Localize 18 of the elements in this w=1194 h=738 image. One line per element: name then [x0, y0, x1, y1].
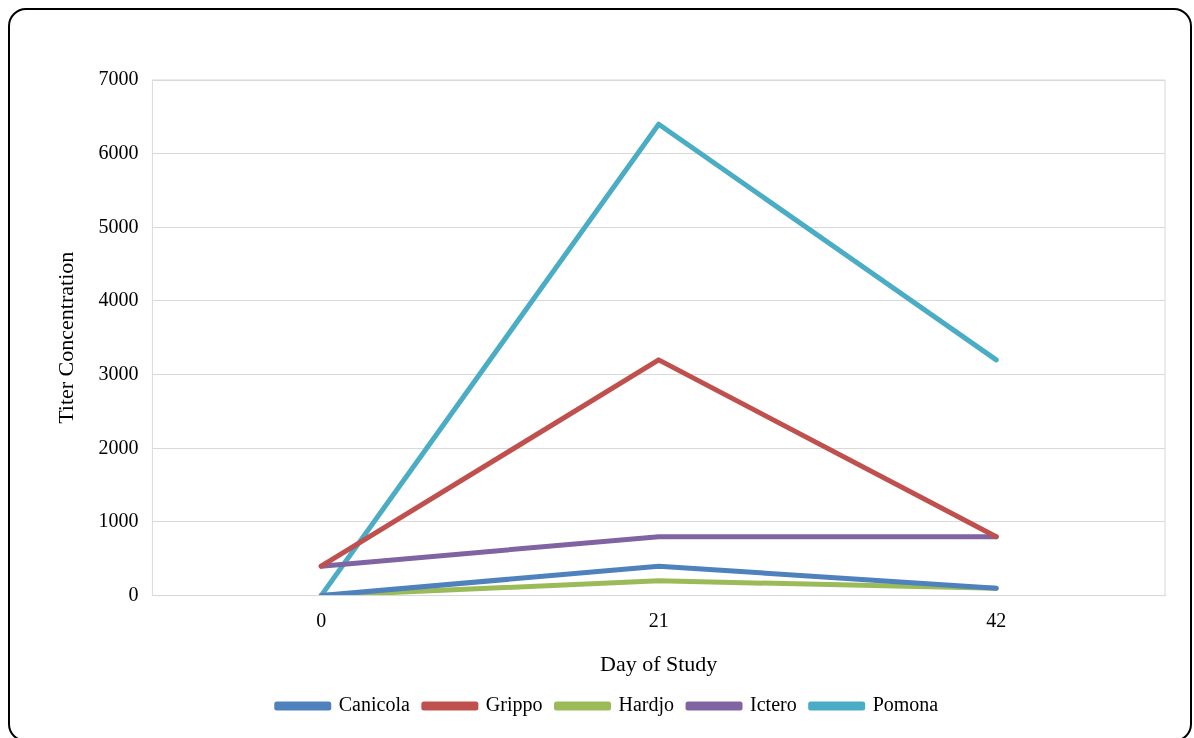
y-tick-label: 3000 — [98, 361, 139, 384]
x-tick-label: 42 — [986, 608, 1007, 631]
y-tick-label: 2000 — [98, 435, 139, 458]
y-tick-label: 1000 — [98, 509, 139, 532]
legend-label: Hardjo — [618, 693, 675, 717]
x-tick-label: 21 — [648, 608, 669, 631]
y-tick-label: 4000 — [98, 288, 139, 311]
legend-label: Canicola — [338, 693, 410, 716]
y-tick-label: 7000 — [98, 67, 139, 90]
y-tick-label: 5000 — [98, 214, 139, 237]
y-tick-label: 6000 — [98, 140, 139, 163]
y-tick-label: 0 — [128, 582, 139, 605]
legend-label: Pomona — [872, 693, 939, 716]
y-axis-title: Titer Concentration — [52, 251, 78, 424]
x-tick-label: 0 — [316, 608, 327, 631]
legend-label: Grippo — [485, 693, 543, 717]
x-axis-title: Day of Study — [600, 650, 718, 676]
legend-label: Ictero — [750, 693, 797, 716]
